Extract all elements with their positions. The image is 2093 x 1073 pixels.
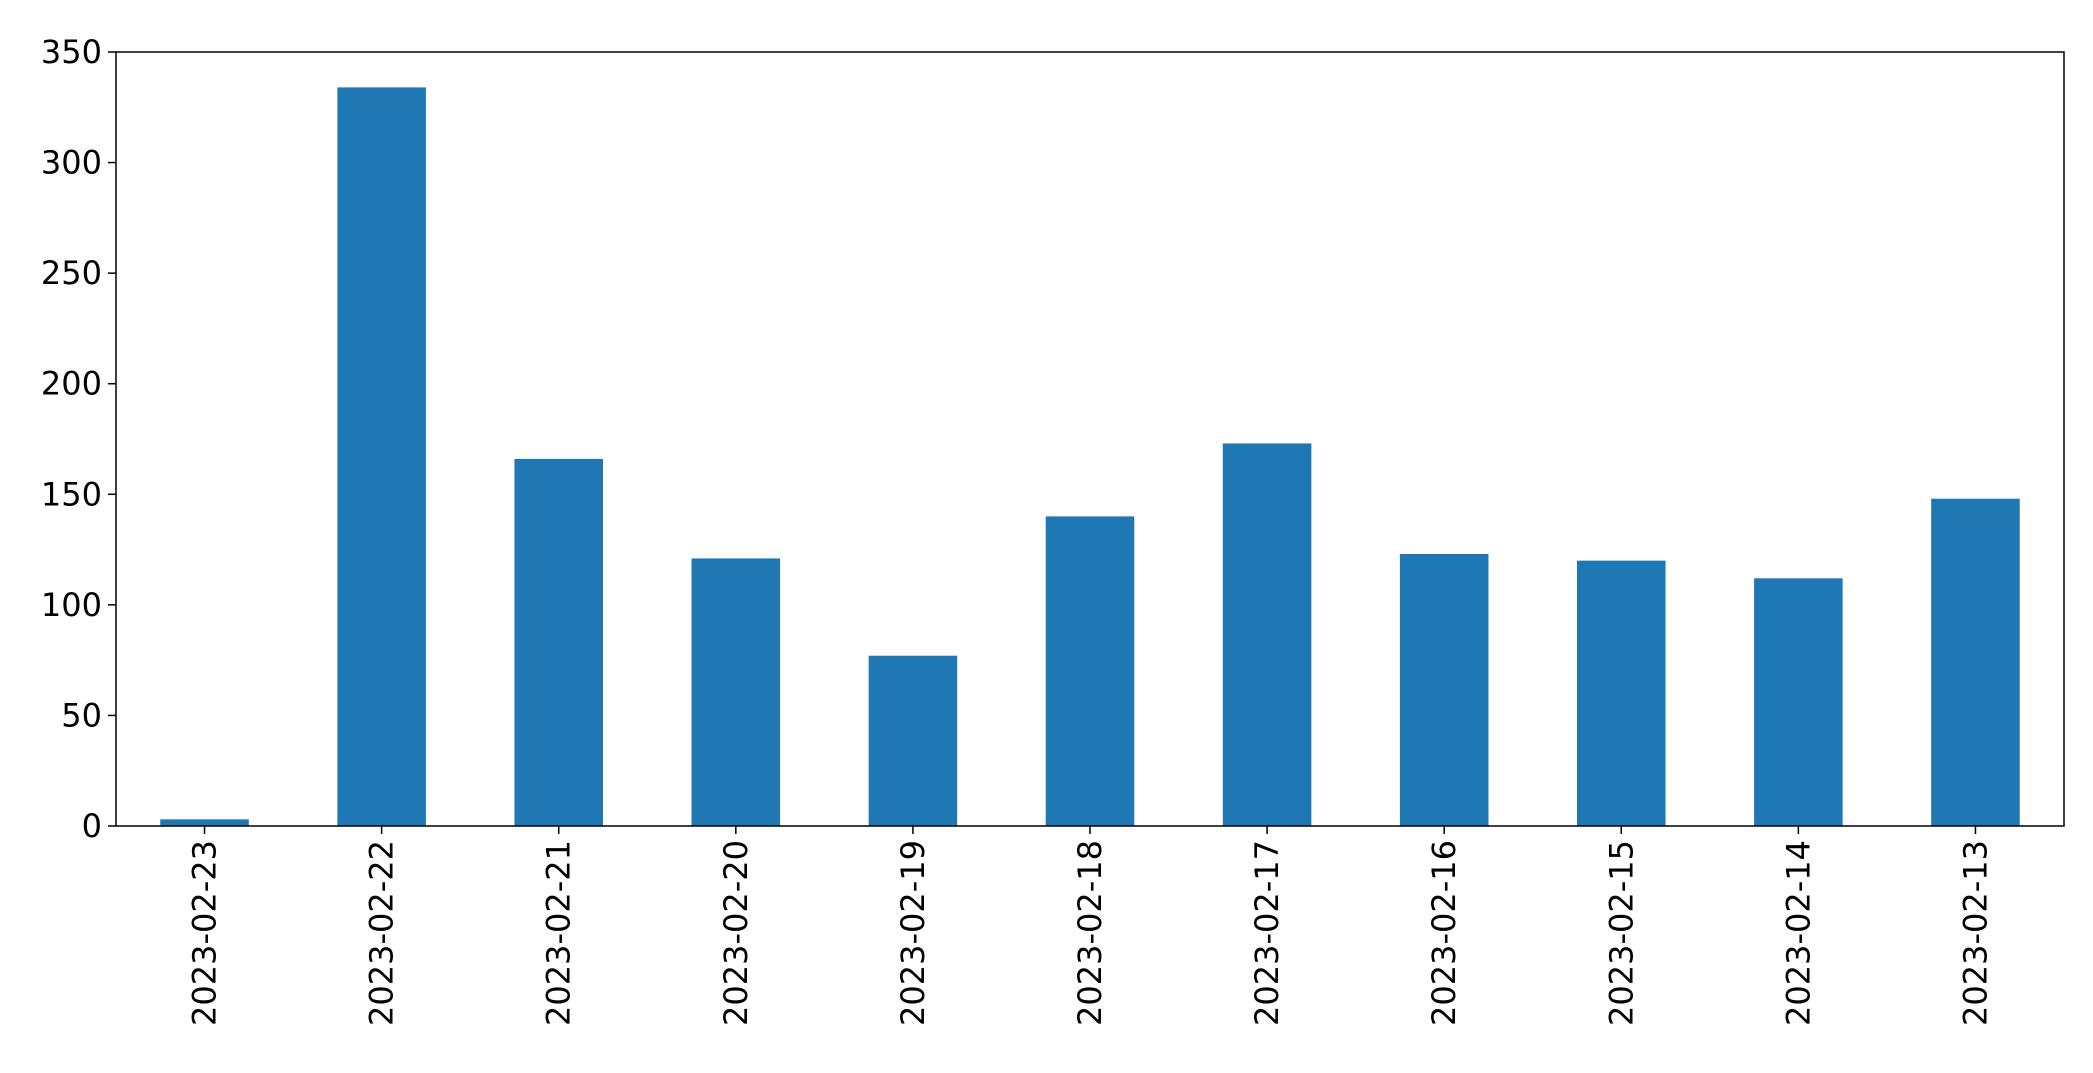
bar-2023-02-18 — [1045, 516, 1135, 826]
x-tick-label: 2023-02-21 — [540, 840, 578, 1026]
x-tick-label: 2023-02-14 — [1779, 840, 1817, 1026]
x-tick-label: 2023-02-16 — [1425, 840, 1463, 1026]
y-axis: 0 50 100 150 200 250 300 350 — [41, 33, 116, 845]
y-tick-label: 350 — [41, 33, 102, 71]
x-tick-label: 2023-02-13 — [1956, 840, 1994, 1026]
y-tick-label: 200 — [41, 365, 102, 403]
y-tick-label: 50 — [61, 696, 102, 734]
x-tick-label: 2023-02-18 — [1071, 840, 1109, 1026]
x-tick-label: 2023-02-17 — [1248, 840, 1286, 1026]
x-tick-label: 2023-02-19 — [894, 840, 932, 1026]
bar-2023-02-13 — [1931, 498, 2020, 826]
plot-frame — [115, 51, 2065, 827]
bar-2023-02-21 — [514, 458, 603, 826]
x-axis: 2023-02-23 2023-02-22 2023-02-21 2023-02-20… — [186, 826, 1994, 1026]
y-tick-label: 100 — [41, 586, 102, 624]
bar-2023-02-19 — [868, 655, 958, 826]
x-tick-label: 2023-02-20 — [717, 840, 755, 1026]
y-tick-label: 150 — [41, 475, 102, 513]
y-tick-label: 0 — [82, 807, 102, 845]
x-tick-label: 2023-02-15 — [1602, 840, 1640, 1026]
bar-2023-02-17 — [1222, 443, 1312, 826]
bar-2023-02-14 — [1754, 578, 1843, 826]
bar-2023-02-22 — [337, 87, 426, 826]
x-tick-label: 2023-02-22 — [363, 840, 401, 1026]
x-tick-label: 2023-02-23 — [186, 840, 224, 1026]
bar-2023-02-15 — [1577, 560, 1666, 826]
bar-2023-02-16 — [1399, 553, 1489, 826]
y-tick-label: 300 — [41, 144, 102, 182]
bars-layer — [160, 87, 2020, 826]
bar-2023-02-20 — [691, 558, 781, 826]
bar-2023-02-23 — [160, 819, 249, 826]
y-tick-label: 250 — [41, 254, 102, 292]
